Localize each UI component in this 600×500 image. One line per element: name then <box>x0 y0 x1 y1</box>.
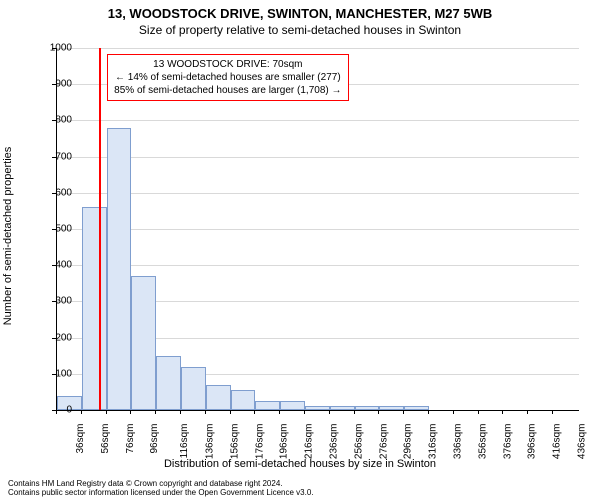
x-tick-label: 236sqm <box>329 424 340 460</box>
x-tick-label: 416sqm <box>552 424 563 460</box>
x-tick-label: 376sqm <box>502 424 513 460</box>
x-tick-label: 316sqm <box>428 424 439 460</box>
x-tick-mark <box>453 410 454 414</box>
property-callout: 13 WOODSTOCK DRIVE: 70sqm← 14% of semi-d… <box>107 54 348 101</box>
chart-title-main: 13, WOODSTOCK DRIVE, SWINTON, MANCHESTER… <box>0 0 600 21</box>
y-tick-mark <box>52 84 56 85</box>
histogram-bar <box>82 207 107 410</box>
histogram-bar <box>107 128 132 410</box>
y-tick-mark <box>52 301 56 302</box>
x-tick-label: 96sqm <box>149 424 160 454</box>
x-tick-mark <box>354 410 355 414</box>
y-tick-mark <box>52 338 56 339</box>
footer-attribution: Contains HM Land Registry data © Crown c… <box>8 479 314 498</box>
x-tick-label: 116sqm <box>179 424 190 459</box>
histogram-bar <box>305 406 330 410</box>
x-tick-mark <box>502 410 503 414</box>
x-tick-mark <box>304 410 305 414</box>
x-tick-mark <box>205 410 206 414</box>
histogram-bar <box>156 356 181 410</box>
x-tick-label: 336sqm <box>453 424 464 460</box>
x-tick-label: 216sqm <box>304 424 315 460</box>
y-tick-mark <box>52 374 56 375</box>
property-marker-line <box>99 48 101 410</box>
footer-line2: Contains public sector information licen… <box>8 488 314 498</box>
x-tick-mark <box>279 410 280 414</box>
x-tick-mark <box>329 410 330 414</box>
histogram-bar <box>355 406 380 410</box>
histogram-bar <box>231 390 256 410</box>
x-tick-label: 436sqm <box>577 424 588 460</box>
y-tick-mark <box>52 48 56 49</box>
x-tick-label: 56sqm <box>100 424 111 454</box>
histogram-bar <box>330 406 355 410</box>
histogram-bar <box>131 276 156 410</box>
x-tick-label: 256sqm <box>353 424 364 460</box>
x-tick-mark <box>56 410 57 414</box>
y-tick-mark <box>52 157 56 158</box>
x-tick-mark <box>527 410 528 414</box>
x-tick-label: 176sqm <box>254 424 265 460</box>
x-tick-label: 296sqm <box>403 424 414 460</box>
x-tick-mark <box>106 410 107 414</box>
x-tick-mark <box>155 410 156 414</box>
grid-line <box>57 229 579 230</box>
grid-line <box>57 193 579 194</box>
callout-line2: ← 14% of semi-detached houses are smalle… <box>114 71 341 84</box>
histogram-bar <box>206 385 231 410</box>
histogram-bar <box>255 401 280 410</box>
chart-title-sub: Size of property relative to semi-detach… <box>0 21 600 41</box>
x-tick-label: 196sqm <box>279 424 290 460</box>
x-axis-label: Distribution of semi-detached houses by … <box>0 458 600 470</box>
x-tick-mark <box>428 410 429 414</box>
x-tick-mark <box>130 410 131 414</box>
x-tick-label: 396sqm <box>527 424 538 460</box>
histogram-bar <box>280 401 305 410</box>
chart-plot-area: 13 WOODSTOCK DRIVE: 70sqm← 14% of semi-d… <box>56 48 579 411</box>
histogram-bar <box>404 406 429 410</box>
callout-line1: 13 WOODSTOCK DRIVE: 70sqm <box>114 58 341 71</box>
histogram-bar <box>181 367 206 410</box>
y-tick-mark <box>52 193 56 194</box>
x-tick-mark <box>81 410 82 414</box>
grid-line <box>57 157 579 158</box>
x-tick-mark <box>180 410 181 414</box>
x-tick-label: 356sqm <box>477 424 488 460</box>
y-axis-label: Number of semi-detached properties <box>2 147 14 326</box>
y-tick-mark <box>52 120 56 121</box>
x-tick-mark <box>254 410 255 414</box>
grid-line <box>57 120 579 121</box>
footer-line1: Contains HM Land Registry data © Crown c… <box>8 479 314 489</box>
x-tick-mark <box>478 410 479 414</box>
y-tick-mark <box>52 265 56 266</box>
x-tick-label: 36sqm <box>75 424 86 454</box>
x-tick-label: 276sqm <box>378 424 389 460</box>
y-tick-mark <box>52 229 56 230</box>
x-tick-mark <box>403 410 404 414</box>
x-tick-label: 136sqm <box>205 424 216 460</box>
grid-line <box>57 48 579 49</box>
x-tick-mark <box>552 410 553 414</box>
histogram-bar <box>379 406 404 410</box>
x-tick-label: 76sqm <box>125 424 136 454</box>
grid-line <box>57 265 579 266</box>
x-tick-mark <box>378 410 379 414</box>
x-tick-label: 156sqm <box>229 424 240 460</box>
x-tick-mark <box>230 410 231 414</box>
callout-line3: 85% of semi-detached houses are larger (… <box>114 84 341 97</box>
